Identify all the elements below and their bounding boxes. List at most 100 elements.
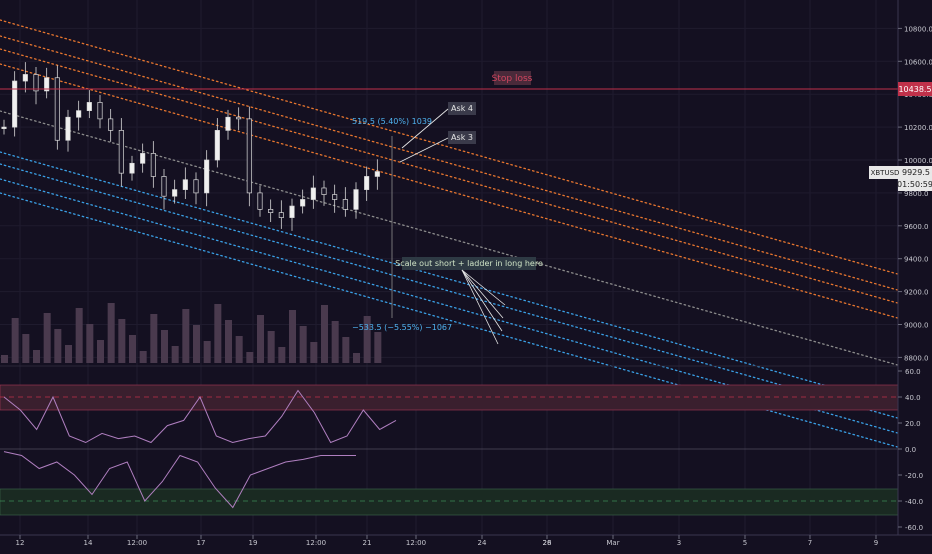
time-tick-label: 28 xyxy=(543,539,552,547)
candle-body xyxy=(108,118,114,131)
scale-arrow xyxy=(461,269,504,319)
measure-down-label: −533.5 (−5.55%) −1067 xyxy=(352,323,452,332)
price-tick-label: 9800.0 xyxy=(904,190,929,198)
candle-body xyxy=(182,179,188,190)
volume-bar xyxy=(214,304,222,363)
stop-loss-label: Stop loss xyxy=(492,74,533,84)
time-tick-label: 12 xyxy=(16,539,25,547)
volume-bar xyxy=(150,314,158,363)
volume-bar xyxy=(86,324,94,363)
candle-body xyxy=(353,189,359,210)
price-tick-label: 10600.0 xyxy=(904,58,932,66)
candle-body xyxy=(342,199,348,210)
volume-bar xyxy=(299,326,307,363)
ask-channel-line xyxy=(0,19,899,275)
candle-body xyxy=(214,130,220,161)
candle-body xyxy=(33,74,39,92)
scale-arrow xyxy=(461,269,499,345)
volume-bar xyxy=(342,337,350,363)
candle-body xyxy=(204,159,210,194)
osc-tick-label: -20.0 xyxy=(905,472,923,480)
volume-bars xyxy=(1,303,382,363)
candle-body xyxy=(129,162,135,174)
osc-tick-label: -60.0 xyxy=(905,524,923,532)
time-tick-label: 7 xyxy=(808,539,812,547)
ask-channel-line xyxy=(0,35,899,291)
candle-body xyxy=(374,171,380,177)
ask4-tag xyxy=(448,102,476,115)
price-axis: 10800.010600.010400.010200.010000.09800.… xyxy=(898,25,932,362)
time-tick-label: 3 xyxy=(677,539,681,547)
time-tick-label: 17 xyxy=(197,539,206,547)
candle-body xyxy=(236,116,242,120)
volume-bar xyxy=(278,347,286,363)
candle-body xyxy=(86,102,92,112)
volume-bar xyxy=(139,351,147,363)
time-tick-label: 12:00 xyxy=(306,539,326,547)
price-tick-label: 9200.0 xyxy=(904,289,929,297)
volume-bar xyxy=(193,325,200,363)
scale-arrow xyxy=(461,269,506,306)
candles xyxy=(1,62,380,231)
candle-body xyxy=(54,77,60,141)
candle-body xyxy=(65,116,71,141)
overbought-zone xyxy=(0,384,899,411)
candle-body xyxy=(300,199,306,207)
volume-bar xyxy=(54,329,62,363)
ask3-label: Ask 3 xyxy=(451,133,473,142)
time-tick-label: 9 xyxy=(874,539,878,547)
candle-body xyxy=(140,153,146,164)
volume-bar xyxy=(257,315,264,363)
price-tick-label: 10000.0 xyxy=(904,157,932,165)
osc-tick-label: 60.0 xyxy=(905,368,921,376)
ask4-label: Ask 4 xyxy=(451,104,473,113)
volume-bar xyxy=(97,340,104,363)
osc-tick-label: 0.0 xyxy=(905,446,916,454)
last-price-label: 9929.5 xyxy=(902,168,930,177)
volume-bar xyxy=(374,332,382,363)
candle-body xyxy=(225,116,231,131)
time-tick-label: 14 xyxy=(84,539,93,547)
candle-body xyxy=(268,209,274,213)
volume-bar xyxy=(129,335,136,363)
time-tick-label: 12:00 xyxy=(127,539,147,547)
measure-up-label: 519.5 (5.40%) 1039 xyxy=(352,117,432,126)
volume-bar xyxy=(75,308,83,363)
volume-bar xyxy=(321,305,328,363)
candle-body xyxy=(150,153,156,177)
price-tick-label: 10200.0 xyxy=(904,124,932,132)
volume-bar xyxy=(246,352,254,363)
signal-line xyxy=(3,451,356,509)
volume-bar xyxy=(310,342,318,363)
volume-bar xyxy=(289,310,296,363)
volume-bar xyxy=(331,321,339,363)
price-tick-label: 9600.0 xyxy=(904,223,929,231)
candle-body xyxy=(289,205,295,218)
osc-tick-label: 20.0 xyxy=(905,420,921,428)
volume-bar xyxy=(161,330,168,363)
time-tick-label: 12:00 xyxy=(406,539,426,547)
candle-body xyxy=(332,194,338,200)
volume-bar xyxy=(43,313,51,363)
volume-bar xyxy=(1,355,8,363)
candle-body xyxy=(310,187,316,200)
marked-level-tag xyxy=(898,82,932,96)
osc-tick-label: 40.0 xyxy=(905,394,921,402)
candle-body xyxy=(76,110,82,118)
time-tick-label: 5 xyxy=(743,539,747,547)
candle-body xyxy=(246,118,252,194)
candle-body xyxy=(44,77,50,92)
oscillator-axis: 60.0 40.0 20.0 0.0 -20.0 -40.0 -60.0 xyxy=(898,368,923,532)
time-tick-label: 24 xyxy=(478,539,487,547)
symbol-tag xyxy=(869,166,932,179)
time-tick-label: Mar xyxy=(606,539,619,547)
countdown-tag xyxy=(898,178,932,191)
price-tick-label: 8800.0 xyxy=(904,354,929,362)
symbol-label: XBTUSD xyxy=(871,169,900,177)
price-tick-label: 10800.0 xyxy=(904,25,932,33)
price-channels xyxy=(0,19,899,448)
volume-bar xyxy=(107,303,115,363)
volume-bar xyxy=(171,346,179,363)
